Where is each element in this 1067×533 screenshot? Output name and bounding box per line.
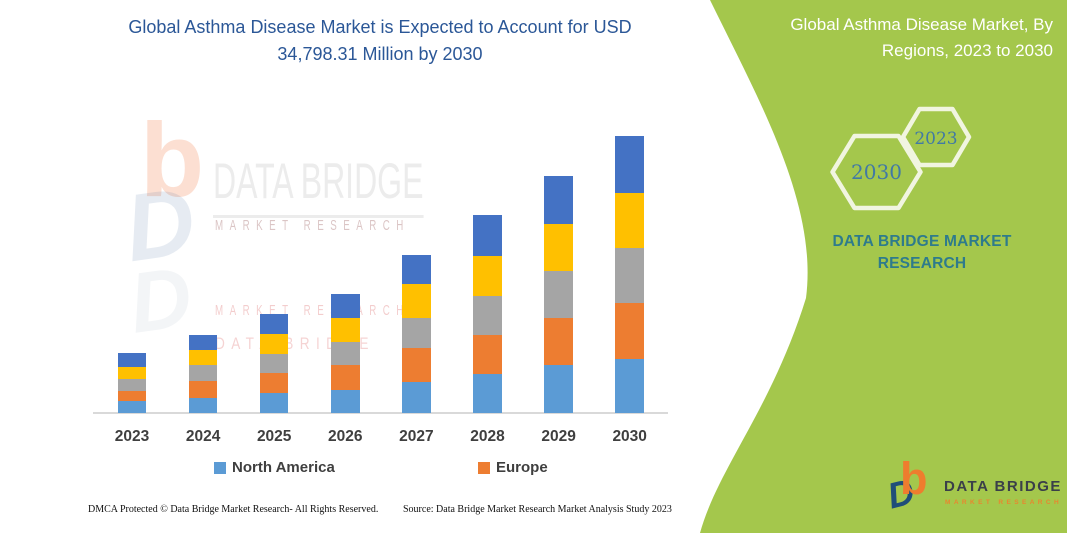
bar-2027 bbox=[402, 255, 431, 413]
hexagon-2023-label: 2023 bbox=[914, 129, 957, 149]
bar-2024 bbox=[188, 335, 218, 413]
bar-segment bbox=[259, 354, 289, 373]
bar-segment bbox=[544, 224, 573, 271]
bar-segment bbox=[473, 374, 502, 413]
x-axis-line bbox=[93, 412, 668, 414]
legend-label: North America bbox=[232, 459, 335, 476]
bar-segment bbox=[188, 335, 218, 350]
logo-brand-text: DATA BRIDGE bbox=[944, 478, 1062, 495]
bar-segment bbox=[544, 271, 573, 318]
x-axis-label: 2026 bbox=[328, 428, 363, 445]
hexagon-2023: 2023 bbox=[900, 106, 972, 168]
bar-2025 bbox=[259, 314, 289, 413]
bar-segment bbox=[473, 335, 502, 374]
legend-swatch bbox=[478, 461, 490, 474]
bar-segment bbox=[615, 248, 644, 303]
bar-2023 bbox=[117, 353, 147, 413]
bar-segment bbox=[615, 359, 644, 413]
x-axis-label: 2025 bbox=[256, 428, 292, 445]
bar-segment bbox=[544, 318, 573, 365]
bar-segment bbox=[331, 342, 360, 365]
bar-segment bbox=[259, 373, 289, 393]
green-wedge-shape bbox=[700, 0, 1067, 533]
bar-segment bbox=[331, 390, 360, 413]
bar-segment bbox=[117, 367, 147, 379]
bar-segment bbox=[473, 296, 502, 335]
bar-segment bbox=[188, 398, 218, 413]
bar-segment bbox=[473, 256, 502, 296]
logo-sub-text: MARKET RESEARCH bbox=[945, 499, 1063, 506]
bar-segment bbox=[615, 136, 644, 193]
bar-segment bbox=[188, 365, 218, 381]
bar-segment bbox=[544, 365, 573, 413]
legend-item-north-america: North America bbox=[214, 459, 335, 476]
x-axis-label: 2023 bbox=[114, 428, 150, 445]
hexagon-2030-label: 2030 bbox=[851, 160, 902, 184]
bar-segment bbox=[188, 350, 218, 365]
bar-segment bbox=[331, 294, 360, 318]
hexagon-2030: 2030 bbox=[830, 133, 923, 211]
x-axis-label: 2029 bbox=[541, 428, 576, 445]
source-note: Source: Data Bridge Market Research Mark… bbox=[403, 504, 672, 515]
side-panel-brand-text: DATA BRIDGE MARKET RESEARCH bbox=[832, 233, 1012, 273]
bar-segment bbox=[259, 314, 289, 334]
bar-segment bbox=[331, 318, 360, 342]
logo-b-glyph: b bbox=[900, 453, 928, 504]
legend-item-europe: Europe bbox=[478, 459, 548, 476]
bar-2026 bbox=[331, 294, 360, 413]
bar-segment bbox=[473, 215, 502, 256]
x-axis-label: 2027 bbox=[399, 428, 434, 445]
bar-segment bbox=[331, 365, 360, 390]
bar-segment bbox=[402, 255, 431, 284]
bar-segment bbox=[117, 353, 147, 367]
bar-segment bbox=[544, 176, 573, 224]
bar-segment bbox=[615, 193, 644, 248]
data-bridge-logo: D b DATA BRIDGE MARKET RESEARCH bbox=[883, 456, 1060, 522]
bar-segment bbox=[259, 334, 289, 354]
dmca-notice: DMCA Protected © Data Bridge Market Rese… bbox=[88, 504, 379, 515]
bar-segment bbox=[402, 318, 431, 348]
x-axis-label: 2024 bbox=[185, 428, 221, 445]
bar-segment bbox=[402, 348, 431, 382]
bar-segment bbox=[117, 401, 147, 413]
bar-segment bbox=[259, 393, 289, 413]
chart-headline: Global Asthma Disease Market is Expected… bbox=[128, 17, 632, 64]
bar-segment bbox=[188, 381, 218, 398]
bar-2029 bbox=[544, 176, 573, 413]
bar-2028 bbox=[473, 215, 502, 413]
bar-segment bbox=[117, 379, 147, 391]
bar-2030 bbox=[615, 136, 644, 413]
bar-segment bbox=[402, 382, 431, 413]
legend-swatch bbox=[214, 461, 226, 474]
bar-segment bbox=[615, 303, 644, 359]
legend-label: Europe bbox=[496, 459, 548, 476]
bar-segment bbox=[402, 284, 431, 318]
side-panel-title: Global Asthma Disease Market, By Regions… bbox=[790, 15, 1053, 61]
bar-segment bbox=[117, 391, 147, 401]
x-axis-label: 2030 bbox=[612, 428, 647, 445]
x-axis-label: 2028 bbox=[470, 428, 505, 445]
